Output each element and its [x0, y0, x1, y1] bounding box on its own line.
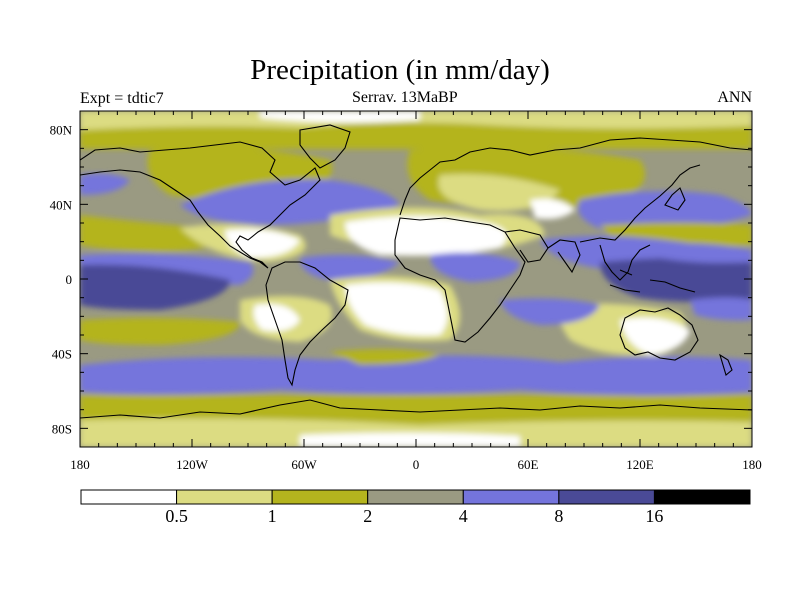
- colorbar-level-label: 1: [268, 506, 277, 526]
- field-indian-ocean-south: [500, 298, 600, 325]
- field-itcz-pacific-heavy: [80, 264, 230, 310]
- coast-east-asia: [579, 164, 701, 281]
- coast-indonesia: [609, 269, 696, 293]
- coast-new-zealand: [719, 353, 733, 376]
- field-arabia-dry: [530, 198, 575, 219]
- lat-tick-label: 0: [66, 272, 73, 287]
- lon-tick-label: 180: [742, 457, 762, 472]
- field-spcz: [690, 297, 752, 321]
- coast-australia: [619, 307, 699, 361]
- colorbar-box: [367, 489, 464, 505]
- colorbar-box: [80, 489, 178, 505]
- subtitle-label: Serrav. 13MaBP: [352, 89, 458, 106]
- coast-europe: [399, 137, 752, 216]
- colorbar-level-label: 16: [645, 506, 663, 526]
- experiment-label: Expt = tdtic7: [80, 90, 164, 107]
- colorbar-level-label: 4: [459, 506, 468, 526]
- coast-north-america: [80, 141, 321, 269]
- colorbar-level-label: 0.5: [165, 506, 188, 526]
- field-satlantic-dry: [345, 282, 448, 336]
- coast-south-america: [265, 261, 349, 387]
- field-itcz-atlantic: [300, 254, 400, 280]
- coast-antarctica: [80, 399, 752, 419]
- colorbar-box: [271, 489, 369, 505]
- field-southern-storm-track: [80, 355, 752, 396]
- field-npacific-east: [80, 173, 130, 195]
- lat-tick-label: 80N: [50, 123, 73, 138]
- lat-tick-label: 40N: [50, 197, 73, 212]
- lon-tick-label: 180: [70, 457, 90, 472]
- coast-arabia-india: [504, 229, 581, 274]
- field-spacific-1-2: [80, 317, 240, 345]
- field-wpacific-wet: [655, 243, 752, 263]
- lon-tick-label: 120E: [626, 457, 654, 472]
- field-satlantic-south-1-2: [330, 349, 440, 365]
- precipitation-field: [80, 111, 752, 447]
- colorbar-level-label: 2: [363, 506, 372, 526]
- field-caribbean-dry: [225, 228, 300, 258]
- colorbar-box: [176, 489, 273, 505]
- lon-tick-label: 60E: [518, 457, 539, 472]
- field-australia-dry: [620, 317, 690, 355]
- colorbar-box: [653, 489, 751, 505]
- season-label: ANN: [717, 89, 752, 106]
- field-warm-pool-heavy: [600, 257, 752, 303]
- colorbar-box: [462, 489, 560, 505]
- lon-tick-label: 0: [413, 457, 420, 472]
- lat-tick-label: 40S: [52, 347, 72, 362]
- coastlines: [80, 124, 752, 419]
- field-antarctic-0.5-1: [80, 418, 752, 447]
- latitude-ticks: 80N 40N 0 40S 80S: [50, 110, 752, 448]
- colorbar-level-label: 8: [554, 506, 563, 526]
- lon-tick-label: 60W: [291, 457, 317, 472]
- field-africa-wet: [430, 252, 520, 282]
- field-sahara-dry: [345, 216, 507, 256]
- field-arctic-dry: [260, 111, 420, 123]
- lon-tick-label: 120W: [176, 457, 209, 472]
- longitude-ticks: 180 120W 60W 0 60E 120E 180: [70, 111, 762, 472]
- field-asia-0.5-1: [438, 174, 560, 211]
- field-pacific-storm-track: [578, 191, 752, 233]
- lat-tick-label: 80S: [52, 421, 72, 436]
- field-arctic-0.5-1: [80, 111, 752, 130]
- colorbar-box: [558, 489, 655, 505]
- field-samerica-dry: [253, 304, 300, 332]
- map-title: Precipitation (in mm/day): [250, 54, 550, 86]
- coast-japan: [664, 187, 686, 211]
- coast-greenland: [299, 124, 351, 169]
- colorbar: 0.5 1 2 4 8 16: [80, 489, 751, 526]
- coast-africa: [394, 217, 526, 343]
- field-antarctic-dry: [300, 432, 520, 447]
